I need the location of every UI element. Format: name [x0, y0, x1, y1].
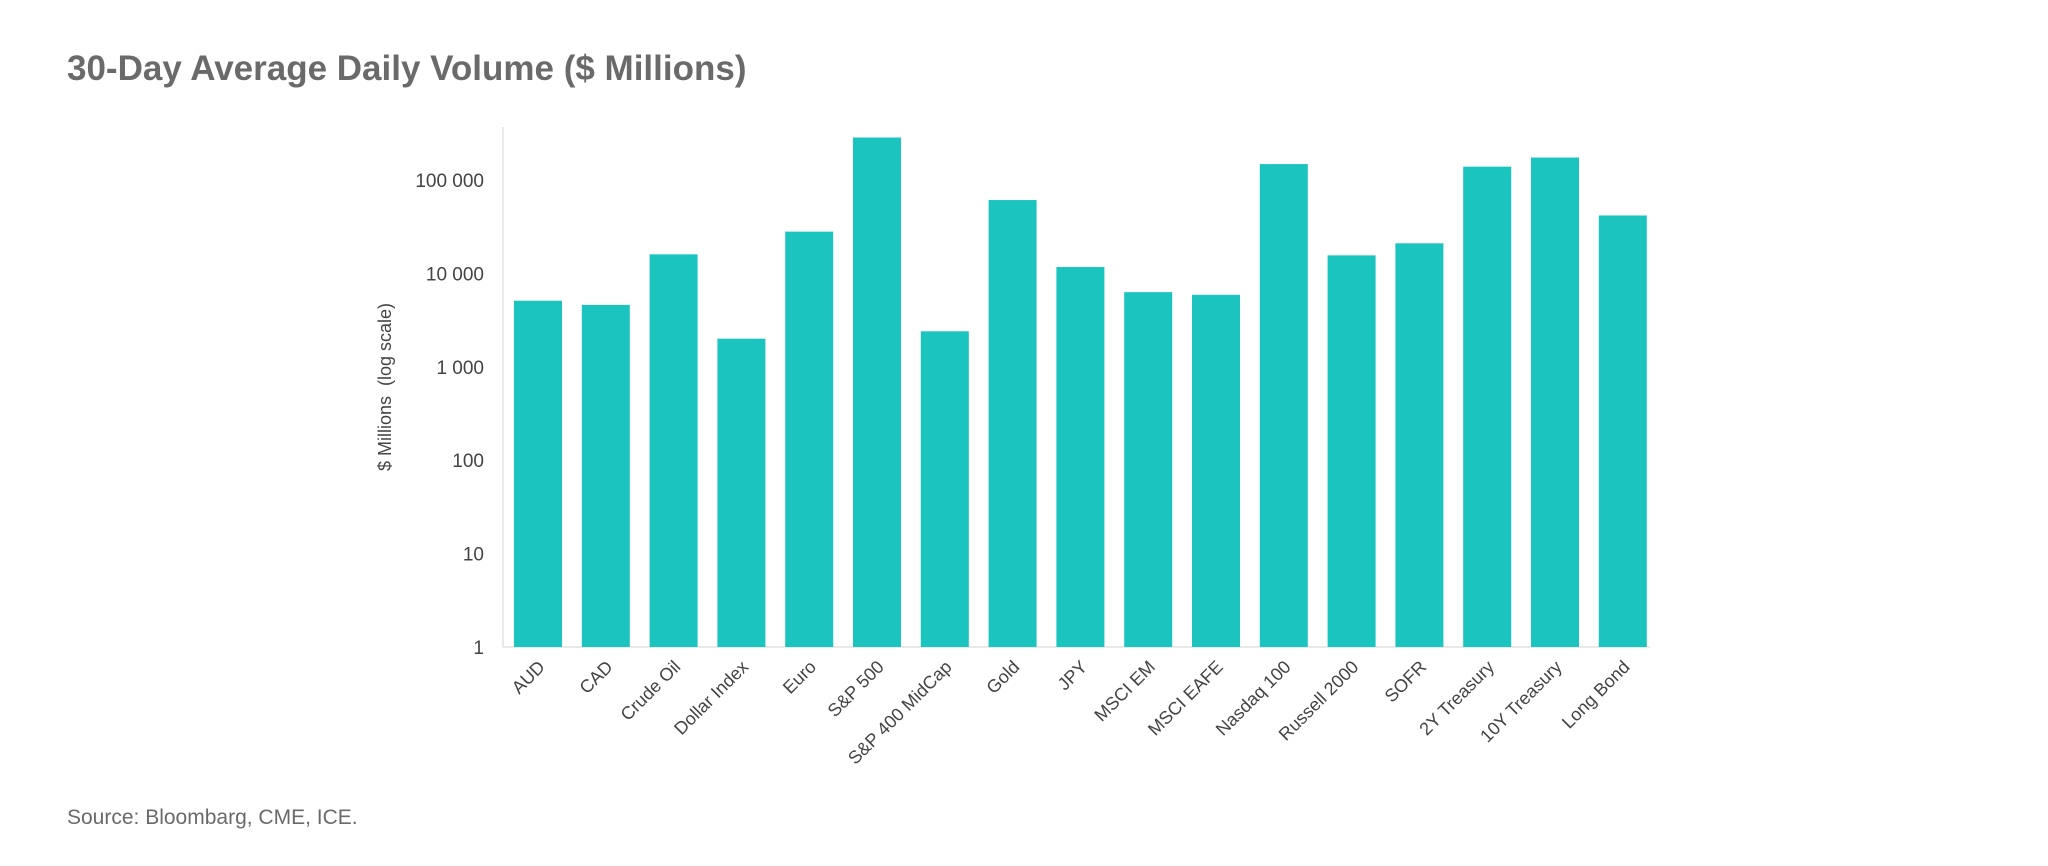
x-tick-label: JPY: [1054, 657, 1091, 694]
bar-10y-treasury: [1531, 157, 1579, 647]
x-tick-label: Gold: [982, 657, 1023, 698]
x-tick-label: Long Bond: [1558, 657, 1634, 733]
y-tick-labels: 1 10 100 1 000 10 000 100 000: [415, 171, 484, 659]
y-axis-label: $ Millions (log scale): [375, 303, 395, 471]
bar-msci-eafe: [1192, 294, 1240, 647]
y-tick-label: 1 000: [436, 358, 484, 379]
x-tick-label: Crude Oil: [617, 657, 685, 725]
x-tick-label: CAD: [576, 657, 617, 698]
y-tick-label: 10: [463, 545, 484, 566]
bar-crude-oil: [649, 254, 698, 647]
x-tick-label: AUD: [508, 657, 549, 698]
bar-s-p-500: [853, 137, 901, 647]
bar-nasdaq-100: [1259, 164, 1308, 648]
bar-msci-em: [1124, 292, 1173, 647]
x-tick-label: MSCI EM: [1090, 657, 1159, 726]
y-tick-label: 100: [452, 451, 484, 472]
bar-dollar-index: [717, 338, 766, 647]
chart-title: 30-Day Average Daily Volume ($ Millions): [67, 49, 746, 88]
y-tick-label: 1: [473, 638, 484, 659]
x-tick-label: Euro: [779, 657, 820, 698]
bars: [514, 137, 1647, 648]
bar-2y-treasury: [1463, 166, 1512, 648]
bar-cad: [581, 304, 630, 647]
bar-jpy: [1056, 267, 1105, 647]
bar-euro: [785, 231, 834, 647]
x-tick-label: SOFR: [1381, 657, 1431, 707]
bar-russell-2000: [1327, 255, 1376, 647]
source-note: Source: Bloombarg, CME, ICE.: [67, 806, 358, 829]
bar-s-p-400-midcap: [920, 331, 969, 647]
bar-sofr: [1395, 243, 1444, 647]
y-tick-label: 100 000: [415, 171, 484, 192]
x-tick-label: S&P 500: [824, 657, 888, 721]
y-tick-label: 10 000: [426, 264, 484, 285]
bar-long-bond: [1598, 215, 1647, 647]
bar-aud: [514, 300, 562, 647]
bar-gold: [988, 200, 1037, 648]
